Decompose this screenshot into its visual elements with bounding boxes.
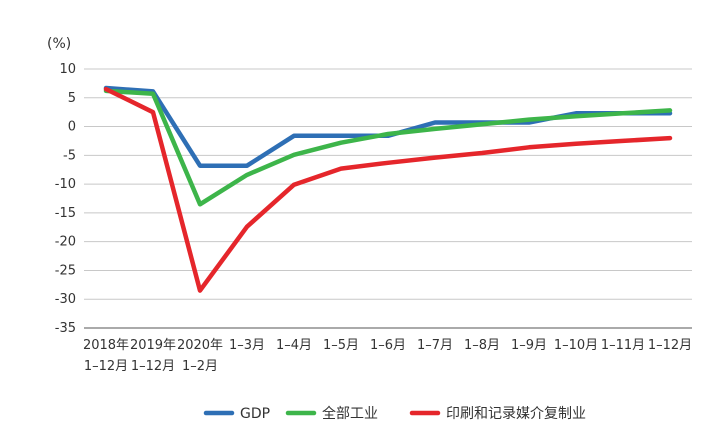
x-tick-label: 1–10月 xyxy=(554,338,598,353)
legend-label: 印刷和记录媒介复制业 xyxy=(446,405,586,422)
y-tick-label: -15 xyxy=(55,206,76,221)
y-tick-label: -35 xyxy=(55,321,76,336)
y-axis-ticks: 10 5 0 -5 -10 -15 -20 -25 -30 -35 xyxy=(55,62,76,336)
x-tick-label: 1–5月 xyxy=(323,338,359,353)
x-tick-label: 1–12月 xyxy=(648,338,692,353)
y-tick-label: -30 xyxy=(55,292,76,307)
series-lines xyxy=(103,85,673,293)
x-tick-label: 1–6月 xyxy=(370,338,406,353)
y-axis-unit-label: (%) xyxy=(47,36,71,52)
x-tick-label: 2019年 1–12月 xyxy=(130,338,176,374)
x-tick-label: 1–8月 xyxy=(464,338,500,353)
legend-label: GDP xyxy=(240,406,270,422)
y-tick-label: -5 xyxy=(63,148,76,163)
series-line-2 xyxy=(103,86,673,293)
x-tick-label: 2018年 1–12月 xyxy=(83,338,129,374)
y-tick-label: 10 xyxy=(59,62,76,77)
y-tick-label: -10 xyxy=(55,177,76,192)
x-tick-label: 1–11月 xyxy=(601,338,645,353)
x-tick-label: 1–9月 xyxy=(511,338,547,353)
series-line-1 xyxy=(103,88,673,207)
x-tick-label: 1–7月 xyxy=(417,338,453,353)
legend-label: 全部工业 xyxy=(322,405,378,422)
x-tick-label: 1–3月 xyxy=(229,338,265,353)
y-tick-label: -20 xyxy=(55,235,76,250)
y-tick-label: 5 xyxy=(68,91,76,106)
y-tick-label: -25 xyxy=(55,263,76,278)
y-tick-label: 0 xyxy=(68,120,76,135)
legend: GDP 全部工业 印刷和记录媒介复制业 xyxy=(203,405,586,422)
x-tick-label: 1–4月 xyxy=(276,338,312,353)
x-tick-label: 2020年 1–2月 xyxy=(177,338,223,374)
